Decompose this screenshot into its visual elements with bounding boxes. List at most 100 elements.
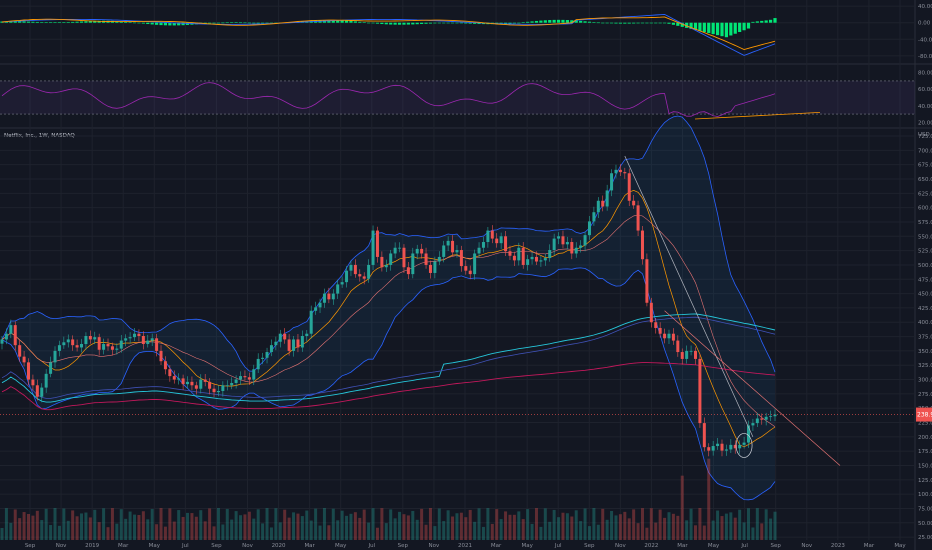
candle-body [274,341,278,346]
candle-body [526,259,530,265]
candle-body [40,387,44,397]
macd-histogram-bar [155,22,159,25]
volume-bar [764,509,768,540]
x-tick-label: Mar [677,543,688,549]
candle-body [693,350,697,359]
volume-bar [393,518,397,540]
macd-histogram-bar [534,20,539,23]
volume-bar [349,513,353,540]
candle-body [124,338,128,341]
rsi-trendline[interactable] [694,112,821,120]
candle-body [579,245,583,248]
macd-histogram-bar [88,21,92,23]
macd-histogram-bar [433,22,437,24]
volume-bar [746,508,750,540]
candle-body [640,230,644,260]
volume-bar [340,510,344,540]
candle-body [393,247,397,254]
volume-bar [239,515,243,540]
macd-histogram-bar [579,20,583,23]
macd-histogram-bar [645,22,649,24]
volume-bar [190,513,194,540]
x-tick-label: 2020 [272,543,286,549]
volume-bar [49,525,53,540]
volume-bar [663,517,667,540]
candle-body [716,443,720,447]
x-tick-label: Mar [304,543,315,549]
macd-histogram-bar [742,22,746,31]
volume-bar [225,508,229,540]
last-price-tag[interactable] [916,407,932,422]
rsi-y-tick: 40.00 [918,104,932,110]
volume-bar [80,513,84,540]
volume-bar [517,511,521,540]
candle-body [305,333,309,336]
price-y-tick: 25.00 [918,535,932,541]
macd-histogram-bar [561,19,565,23]
volume-bar [724,513,728,540]
candle-body [623,172,627,174]
macd-histogram-bar [526,21,530,23]
candle-body [0,339,4,344]
drawn-ellipse[interactable] [735,433,753,458]
x-tick-label: Sep [584,543,595,549]
candle-body [424,253,428,265]
macd-histogram-bar [437,22,441,24]
macd-histogram-bar [362,22,366,23]
volume-bar [645,527,649,540]
volume-bar [62,508,66,540]
ma-100-line [1,313,776,403]
candle-body [230,382,234,386]
candle-body [738,444,742,449]
price-y-tick: 550.00 [918,234,932,240]
macd-histogram-bar [66,22,70,23]
candle-body [75,345,79,348]
candle-body [534,256,538,262]
volume-bar [93,509,97,540]
candle-body [243,376,247,378]
candle-body [658,327,662,334]
candle-body [711,446,715,451]
volume-bar [133,514,137,540]
x-tick-label: May [149,543,161,549]
drawn-trendline[interactable] [624,155,754,437]
macd-histogram-bar [574,20,578,23]
volume-bar [451,516,455,540]
candle-body [22,356,26,363]
macd-histogram-bar [71,21,75,23]
volume-bar [627,518,631,540]
x-tick-label: 2022 [644,543,658,549]
macd-histogram-bar [755,21,759,23]
x-tick-label: 2023 [831,543,845,549]
volume-bar [676,515,680,540]
volume-bar [649,508,653,540]
candle-body [208,381,212,389]
candle-body [340,282,344,285]
macd-histogram-bar [124,21,128,23]
volume-bar [146,519,150,540]
volume-bar [35,510,39,540]
volume-bar [40,520,44,540]
volume-bar [406,515,410,540]
macd-histogram-bar [261,22,265,24]
volume-bar [380,508,384,540]
macd-histogram-bar [208,22,212,24]
macd-histogram-bar [720,22,724,37]
candle-body [181,378,185,385]
macd-histogram-bar [442,22,446,24]
volume-bar [261,523,265,540]
macd-histogram-bar [539,20,543,23]
volume-bar [543,508,547,540]
candle-body [442,245,446,257]
candle-body [552,238,556,251]
currency-label: USD [918,132,930,138]
candle-body [433,261,437,273]
macd-histogram-bar [746,22,751,29]
macd-histogram-bar [711,22,715,35]
volume-bar [265,508,269,540]
macd-histogram-bar [768,19,773,23]
drawn-trendline[interactable] [664,310,841,466]
volume-bar [685,520,689,540]
candle-body [473,253,477,275]
